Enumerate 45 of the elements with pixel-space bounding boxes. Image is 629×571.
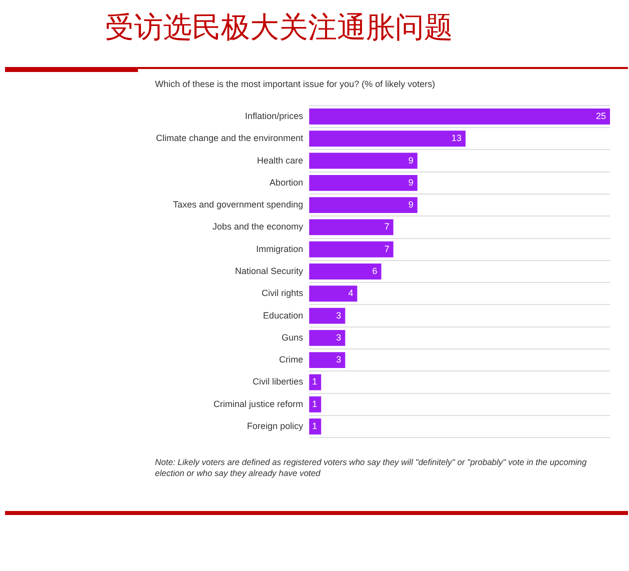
data-label: 7	[384, 222, 390, 232]
chart-subtitle: Which of these is the most important issue for you? (% of likely voters)	[155, 79, 436, 89]
y-tick-label: Taxes and government spending	[172, 200, 304, 210]
data-label: 3	[336, 332, 342, 342]
data-label: 9	[408, 200, 414, 210]
y-tick-label: Immigration	[256, 244, 304, 254]
y-tick-label: Health care	[257, 155, 304, 166]
data-label: 1	[312, 398, 318, 409]
bar	[309, 174, 418, 191]
y-tick-label: Inflation/prices	[245, 110, 304, 121]
bar	[309, 152, 418, 169]
bar	[309, 330, 346, 346]
data-label: 3	[336, 310, 342, 320]
y-tick-label: Climate change and the environment	[156, 133, 304, 144]
bar	[309, 241, 394, 258]
bar	[309, 352, 346, 368]
data-label: 1	[312, 376, 318, 387]
y-tick-label: Criminal justice reform	[214, 398, 304, 409]
data-label: 13	[452, 133, 462, 144]
data-label: 9	[408, 177, 414, 188]
y-tick-label: Crime	[279, 354, 304, 365]
y-tick-label: Abortion	[270, 177, 304, 188]
data-label: 25	[596, 110, 606, 121]
y-tick-label: Education	[263, 310, 304, 320]
bar	[309, 308, 346, 324]
y-tick-label: Guns	[282, 332, 304, 342]
bar	[309, 264, 382, 280]
data-label: 3	[336, 354, 342, 365]
data-label: 9	[408, 155, 414, 166]
data-label: 1	[312, 421, 318, 432]
y-tick-label: Civil rights	[262, 288, 304, 298]
data-label: 7	[384, 244, 390, 254]
bar	[309, 286, 358, 302]
y-tick-label: Civil liberties	[252, 376, 304, 387]
y-tick-label: Jobs and the economy	[212, 222, 304, 232]
bar	[309, 219, 394, 236]
data-label: 4	[348, 288, 354, 298]
bar	[309, 108, 610, 124]
chart-title: 受访选民极大关注通胀问题	[105, 9, 453, 46]
data-label: 6	[372, 266, 378, 276]
bar	[309, 130, 466, 147]
y-tick-label: Foreign policy	[247, 421, 304, 432]
bar	[309, 197, 418, 214]
y-tick-label: National Security	[235, 266, 304, 276]
text: Note: Likely voters are defined as registered voters who say they will "definitely" or "probably" vote in the upcoming election or who say they already have voted	[155, 457, 588, 479]
